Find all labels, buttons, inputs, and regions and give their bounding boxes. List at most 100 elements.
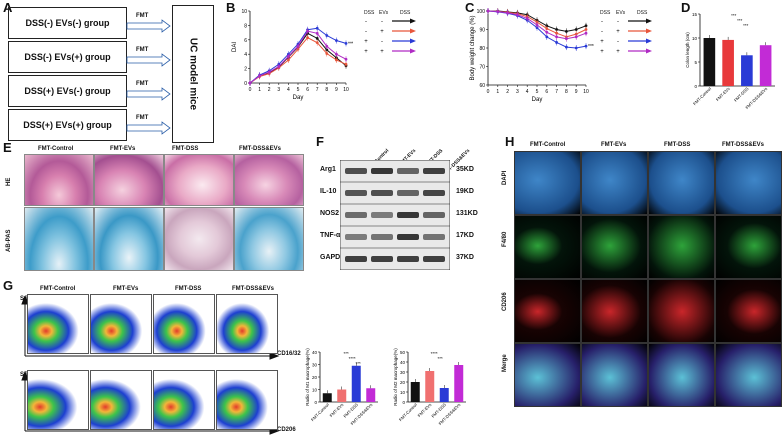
data-point [545,30,549,34]
protein-band [423,212,445,218]
data-point [315,26,319,30]
data-point [287,58,290,62]
protein-label: NOS2 [320,210,340,217]
data-point [574,28,578,31]
data-point [344,42,348,45]
column-header: FMT-EVs [601,142,627,148]
protein-band [423,234,445,240]
legend-arrowhead [410,38,416,44]
data-point [325,48,329,52]
y-tick-label: 40 [400,360,406,365]
group-box: DSS(+) EVs(-) group [8,75,127,107]
data-point [565,45,568,49]
protein-band [371,256,393,262]
bar [741,55,753,86]
data-point [335,58,338,62]
x-axis-title: Day [293,95,304,101]
significance-label: *** [343,351,349,356]
x-tick-label: 0 [487,89,490,95]
y-axis-title: Colon length (cm) [685,32,690,68]
panel-label-b: B [226,0,236,15]
data-point [496,10,500,13]
x-tick-label: FMT-Control [398,402,418,422]
significance-label: *** [737,18,743,23]
column-header: FMT-DSS [664,142,691,148]
group-box: DSS(-) EVs(-) group [8,7,127,39]
y-tick-label: 0 [402,400,405,405]
protein-label: Arg1 [320,166,336,173]
data-point [267,70,271,74]
column-header: FMT-DSS [172,146,199,152]
abpas-image [24,207,94,271]
bar [425,371,435,402]
abpas-image [234,207,304,271]
legend-evs-value: - [381,39,383,45]
column-header: FMT-EVs [110,146,136,152]
x-tick-label: 4 [287,87,290,93]
y-tick-label: 60 [479,83,485,89]
data-point [545,27,549,30]
legend-evs-value: + [616,29,620,35]
panel-label-e: E [3,140,12,155]
if-image [715,279,782,343]
if-image [648,215,715,279]
data-point [565,29,568,33]
y-tick-label: 10 [692,36,698,41]
bar [454,365,464,402]
protein-band [371,168,393,174]
panel-label-f: F [316,134,324,149]
x-tick-label: 10 [343,87,349,93]
if-image [715,215,782,279]
he-image [94,154,164,206]
protein-band [397,190,419,196]
data-point [486,9,490,13]
legend-b-lines: - - - + + - + + [364,18,416,55]
if-image [514,279,581,343]
group-box: DSS(+) EVs(+) group [8,109,127,141]
panel-label-d: D [681,0,691,15]
fmt-label: FMT [136,47,149,53]
x-tick-label: 5 [536,89,539,95]
protein-band [397,256,419,262]
row-label: F4/80 [502,231,508,247]
x-tick-label: 1 [258,87,261,93]
significance-label: **** [349,356,356,361]
bar [439,388,449,402]
legend-dss-value: + [600,49,604,55]
fmt-label: FMT [136,13,149,19]
arrow-icon [126,121,171,135]
flow-plot [27,370,89,430]
protein-band [345,212,367,218]
x-tick-label: FMT-Control [310,402,330,422]
row-label-he: HE [6,177,12,186]
if-image [648,151,715,215]
y-axis-title: DAI [232,42,238,52]
arrow-icon [126,53,171,67]
x-tick-label: 10 [583,89,589,95]
x-tick-label: 2 [268,87,271,93]
y-tick-label: 15 [692,12,698,17]
x-tick-label: 3 [516,89,519,95]
significance-label: *** [731,13,737,18]
size-label: 17KD [456,232,474,239]
legend-arrowhead [646,48,652,54]
data-point [315,41,319,45]
if-image [581,343,648,407]
protein-band [371,212,393,218]
significance-label: **** [431,351,438,356]
data-point [335,52,338,56]
y-tick-label: 0 [244,81,247,87]
bar [703,38,716,86]
panel-label-a: A [3,0,13,15]
protein-band [371,234,393,240]
flow-plot [90,370,152,430]
data-point [258,74,261,78]
bar [351,365,361,402]
protein-band [397,234,419,240]
y-axis-title: Radio of M1 macrophage(%) [305,348,310,406]
bar [410,382,420,402]
if-image [581,279,648,343]
protein-band [345,190,367,196]
